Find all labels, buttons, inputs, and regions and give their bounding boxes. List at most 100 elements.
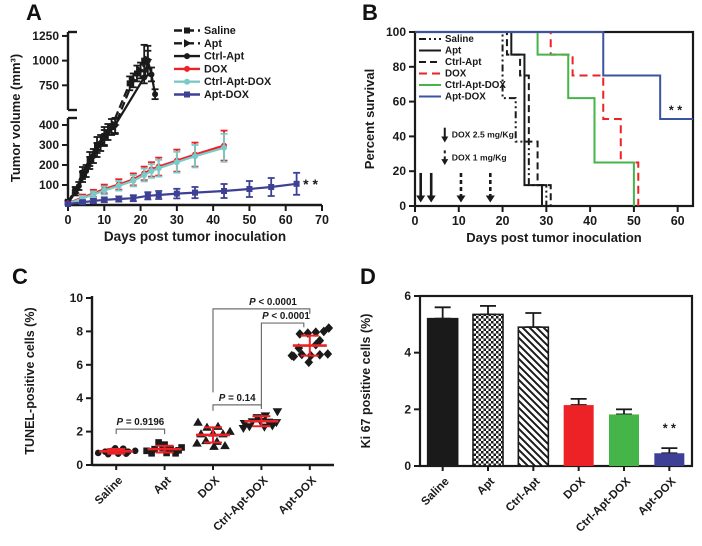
svg-text:DOX: DOX [562,475,588,501]
svg-text:Apt: Apt [152,475,174,497]
panel-b-survival-chart: 0 20 40 60 80 100 0 10 20 30 40 50 60 Days post tumor… [362,25,695,245]
svg-text:Apt-DOX: Apt-DOX [204,89,250,101]
series-Apt-DOX [415,31,693,120]
svg-text:Apt-DOX: Apt-DOX [445,92,486,103]
svg-text:TUNEL-positive cells (%): TUNEL-positive cells (%) [23,307,37,454]
svg-text:80: 80 [393,60,407,74]
svg-text:400: 400 [39,118,59,132]
svg-text:0: 0 [65,213,72,227]
svg-text:* *: * * [303,176,318,192]
svg-text:Ctrl-Apt: Ctrl-Apt [204,51,245,63]
svg-text:60: 60 [393,95,407,109]
svg-text:Apt: Apt [475,476,497,498]
svg-text:Ctrl-Apt-DOX: Ctrl-Apt-DOX [204,76,272,88]
svg-text:50: 50 [242,213,256,227]
svg-text:DOX 2.5 mg/Kg: DOX 2.5 mg/Kg [452,130,514,140]
svg-text:0: 0 [76,458,83,472]
svg-text:Apt-DOX: Apt-DOX [636,475,679,518]
series-Ctrl-Apt-DOX [64,132,228,207]
svg-text:60: 60 [671,214,685,228]
panel-b: B 0 20 40 60 80 100 0 10 20 30 40 50 60 Days post tum… [352,0,702,258]
panel-d-ki67-bar-chart: 0 2 4 6 Ki 67 positive cells (%) Saline Apt Ctr… [359,289,694,535]
svg-text:4: 4 [404,346,411,360]
svg-text:P = 0.9196: P = 0.9196 [117,417,165,428]
svg-text:DOX: DOX [204,63,228,75]
panel-d: D 0 2 4 6 Ki 67 positive cells (%) Saline Apt C… [352,258,702,546]
svg-text:10: 10 [97,213,111,227]
svg-text:Saline: Saline [445,34,474,45]
bar-Saline [426,306,459,471]
svg-text:4: 4 [76,391,83,405]
svg-text:40: 40 [206,213,220,227]
svg-text:Apt-DOX: Apt-DOX [277,474,320,517]
svg-text:* *: * * [669,103,682,117]
svg-text:Apt: Apt [445,46,462,57]
svg-text:Saline: Saline [419,476,451,508]
panel-a: A 750 1000 1250 100 200 300 400 0 10 20 30 40 50 60 70… [0,0,352,258]
svg-text:300: 300 [39,138,59,152]
svg-text:6: 6 [76,358,83,372]
panel-a-label: A [26,0,42,25]
axes: 0 2 4 6 8 10 TUNEL-positive cells (%) [23,291,334,472]
series-Saline [415,31,548,206]
svg-text:P < 0.0001: P < 0.0001 [249,297,297,308]
svg-text:30: 30 [170,213,184,227]
svg-text:60: 60 [279,213,293,227]
axes: 0 20 40 60 80 100 0 10 20 30 40 50 60 Days post tumor… [362,25,695,245]
axes: 750 1000 1250 100 200 300 400 0 10 20 30 40 50 60 70 Da… [8,29,329,244]
svg-text:6: 6 [404,289,411,303]
svg-text:Ctrl-Apt-DOX: Ctrl-Apt-DOX [445,80,506,91]
mean-sd [99,447,134,455]
svg-text:20: 20 [393,164,407,178]
panel-d-label: D [360,264,376,289]
svg-text:Days post tumor inoculation: Days post tumor inoculation [104,229,286,244]
svg-text:1250: 1250 [32,29,59,43]
panel-c-tunel-scatter-chart: 0 2 4 6 8 10 TUNEL-positive cells (%) P < 0.000… [23,291,334,534]
series-Ctrl-Apt [64,44,159,206]
svg-text:DOX 1 mg/Kg: DOX 1 mg/Kg [452,152,507,162]
bar-Apt [472,305,504,471]
svg-text:* *: * * [663,422,676,436]
svg-text:2: 2 [76,425,83,439]
svg-text:P < 0.0001: P < 0.0001 [262,311,310,322]
mean-sd [244,415,279,428]
svg-text:20: 20 [496,214,510,228]
svg-text:200: 200 [39,158,59,172]
svg-text:Days post tumor inoculation: Days post tumor inoculation [466,230,642,245]
svg-text:1000: 1000 [32,54,59,68]
svg-text:Saline: Saline [93,475,125,507]
svg-text:40: 40 [583,214,597,228]
panel-c: C 0 2 4 6 8 10 TUNEL-positive cells (%) P < 0.0… [0,258,352,546]
bar-Apt-DOX [654,447,685,471]
svg-text:Tumor volume (mm³): Tumor volume (mm³) [8,54,23,182]
svg-text:100: 100 [386,25,406,39]
svg-text:100: 100 [39,178,59,192]
svg-text:20: 20 [134,213,148,227]
panel-c-label: C [12,264,28,289]
svg-text:0: 0 [399,199,406,213]
svg-text:0: 0 [412,214,419,228]
axes: 0 2 4 6 Ki 67 positive cells (%) [359,289,694,473]
svg-text:70: 70 [315,213,329,227]
series-Ctrl-Apt [415,31,552,206]
mean-sd [196,426,230,444]
mean-sd [292,334,327,357]
series-Ctrl-Apt-DOX [415,31,635,206]
svg-text:10: 10 [70,291,84,305]
svg-text:Ki 67 positive cells (%): Ki 67 positive cells (%) [359,314,373,449]
svg-text:0: 0 [404,459,411,473]
svg-text:30: 30 [539,214,553,228]
series-Apt-DOX [64,171,301,207]
bar-DOX [563,397,594,471]
svg-text:Apt: Apt [204,38,222,50]
svg-text:Saline: Saline [204,25,236,37]
panel-b-label: B [362,0,378,25]
svg-text:40: 40 [393,129,407,143]
svg-text:8: 8 [76,324,83,338]
svg-text:DOX: DOX [445,69,467,80]
svg-text:750: 750 [39,78,59,92]
svg-text:Ctrl-Apt: Ctrl-Apt [504,476,543,515]
